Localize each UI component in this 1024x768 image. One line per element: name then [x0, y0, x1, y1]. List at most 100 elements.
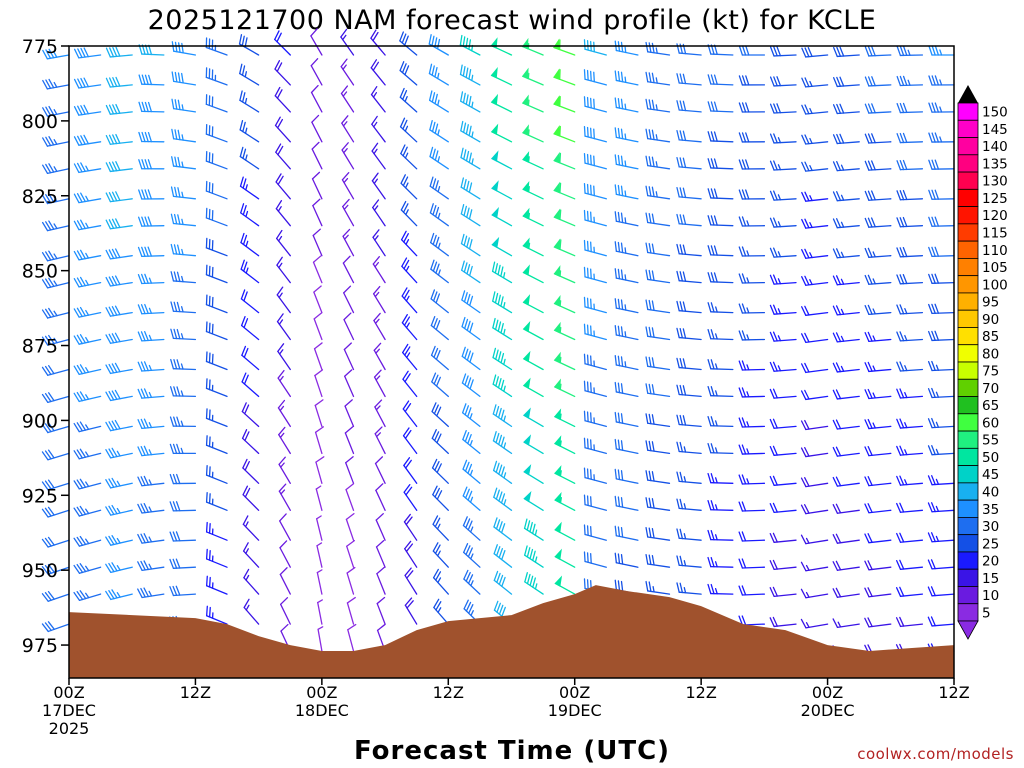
wind-barb	[864, 476, 892, 487]
wind-barb	[73, 391, 102, 403]
wind-barb	[42, 163, 70, 174]
wind-barb	[372, 285, 386, 314]
x-tick-label: 12Z	[180, 683, 211, 702]
wind-barb	[896, 102, 924, 114]
wind-barb	[614, 411, 639, 428]
wind-barb	[431, 458, 449, 484]
wind-barb	[896, 331, 924, 342]
wind-barb	[274, 116, 291, 143]
wind-barb	[460, 147, 481, 170]
wind-barb	[832, 332, 860, 343]
wind-barb	[553, 238, 576, 257]
wind-barb	[243, 568, 260, 595]
wind-barb	[137, 445, 165, 457]
colorbar-label: 10	[982, 588, 999, 604]
wind-barb	[400, 144, 418, 170]
wind-barb	[105, 218, 133, 230]
wind-barb	[927, 417, 955, 429]
wind-barb	[42, 48, 70, 60]
wind-barb	[492, 291, 513, 314]
wind-barb	[769, 160, 797, 171]
wind-barb	[832, 133, 860, 145]
wind-barb	[769, 46, 797, 57]
wind-barb	[522, 124, 544, 143]
wind-barb	[371, 115, 386, 143]
colorbar-swatch	[957, 413, 979, 432]
wind-barb	[401, 257, 418, 284]
wind-barb	[310, 58, 323, 86]
wind-barb	[315, 485, 323, 511]
colorbar-label: 140	[982, 139, 1008, 155]
wind-barb	[491, 150, 513, 170]
wind-barb	[376, 566, 386, 595]
wind-barb	[240, 259, 260, 284]
wind-barb	[493, 544, 513, 568]
wind-barb	[374, 426, 386, 455]
wind-barb	[42, 78, 70, 90]
wind-barb	[317, 626, 324, 652]
wind-barb	[801, 161, 829, 172]
wind-barb	[492, 460, 513, 484]
y-tick-label: 875	[22, 336, 58, 358]
wind-barb	[275, 143, 291, 170]
wind-barb	[138, 189, 165, 200]
wind-barb	[895, 616, 924, 628]
wind-barb	[105, 161, 133, 173]
wind-barb	[583, 96, 607, 113]
wind-barb	[431, 372, 449, 398]
wind-barb	[170, 271, 197, 284]
wind-barb	[137, 303, 165, 315]
wind-barb	[205, 378, 228, 398]
wind-barb	[169, 473, 197, 485]
wind-barb	[800, 534, 829, 545]
wind-barb	[429, 146, 449, 170]
wind-barb	[896, 475, 924, 486]
wind-barb	[242, 542, 260, 568]
wind-barb	[553, 181, 576, 200]
wind-barb	[614, 211, 639, 227]
wind-barb	[105, 447, 133, 459]
wind-barb	[583, 494, 607, 511]
wind-barb	[402, 427, 418, 455]
wind-barb	[279, 567, 291, 595]
wind-barb	[801, 134, 829, 145]
wind-barb	[169, 443, 197, 455]
wind-barb	[242, 458, 260, 484]
wind-barb	[41, 479, 70, 491]
wind-barb	[462, 486, 481, 511]
wind-barb	[402, 400, 418, 428]
wind-barb	[429, 203, 449, 227]
wind-barb	[312, 255, 323, 284]
wind-barb	[277, 343, 291, 371]
wind-barb	[310, 84, 323, 113]
wind-barb	[311, 114, 323, 143]
colorbar-swatch	[957, 223, 979, 242]
wind-barb	[137, 273, 165, 285]
wind-barb	[275, 200, 291, 227]
colorbar-label: 115	[982, 226, 1008, 242]
wind-barb	[928, 102, 955, 113]
colorbar-top-arrow	[958, 85, 978, 103]
wind-barb	[864, 418, 892, 430]
wind-barb	[41, 392, 70, 404]
wind-barb	[707, 215, 734, 227]
wind-barb	[341, 142, 355, 170]
x-tick-label: 19DEC	[548, 701, 602, 720]
wind-barb	[105, 103, 133, 115]
wind-barb	[521, 94, 544, 113]
y-tick-label: 800	[22, 111, 58, 133]
wind-barb	[864, 445, 892, 457]
colorbar-swatch	[957, 171, 979, 190]
wind-barb	[927, 330, 955, 342]
wind-barb	[676, 73, 702, 86]
wind-barb	[169, 501, 197, 512]
wind-barb	[928, 246, 955, 258]
wind-barb	[342, 228, 355, 257]
wind-barb	[429, 120, 449, 143]
wind-barb	[928, 75, 955, 86]
wind-barb	[138, 74, 165, 86]
wind-barb	[927, 586, 955, 597]
wind-barb	[769, 76, 797, 87]
wind-barb	[645, 580, 671, 595]
colorbar-label: 75	[982, 364, 999, 380]
